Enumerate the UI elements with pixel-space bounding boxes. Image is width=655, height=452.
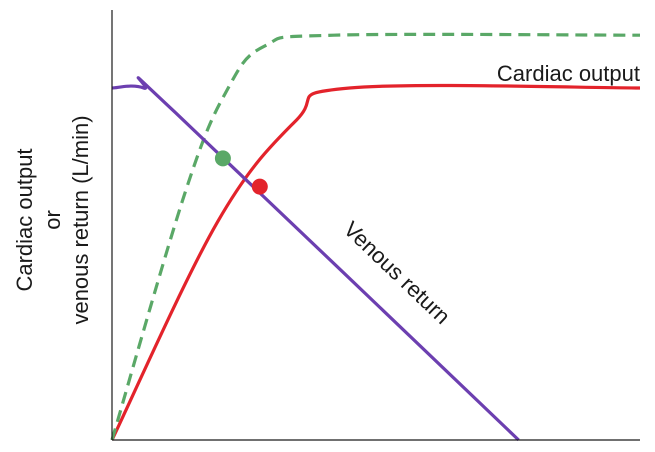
marker-layer bbox=[214, 150, 268, 195]
series-label-cardiac-output: Cardiac output bbox=[497, 61, 640, 86]
series-line-shifted-1 bbox=[110, 32, 641, 441]
y-axis-label: Cardiac output or venous return (L/min) bbox=[12, 115, 93, 324]
label-layer: Cardiac output Venous return bbox=[339, 61, 640, 329]
series-label-venous-return: Venous return bbox=[339, 216, 455, 329]
equilibrium-point-1 bbox=[214, 150, 231, 167]
series-layer bbox=[110, 32, 641, 442]
series-line-venous-return bbox=[111, 76, 520, 442]
y-axis-label-line-2: or bbox=[40, 210, 65, 230]
y-axis-label-line-3: venous return (L/min) bbox=[68, 115, 93, 324]
series-line-cardiac-output bbox=[110, 83, 641, 441]
y-axis-label-line-1: Cardiac output bbox=[12, 148, 37, 291]
equilibrium-point-2 bbox=[251, 178, 268, 195]
